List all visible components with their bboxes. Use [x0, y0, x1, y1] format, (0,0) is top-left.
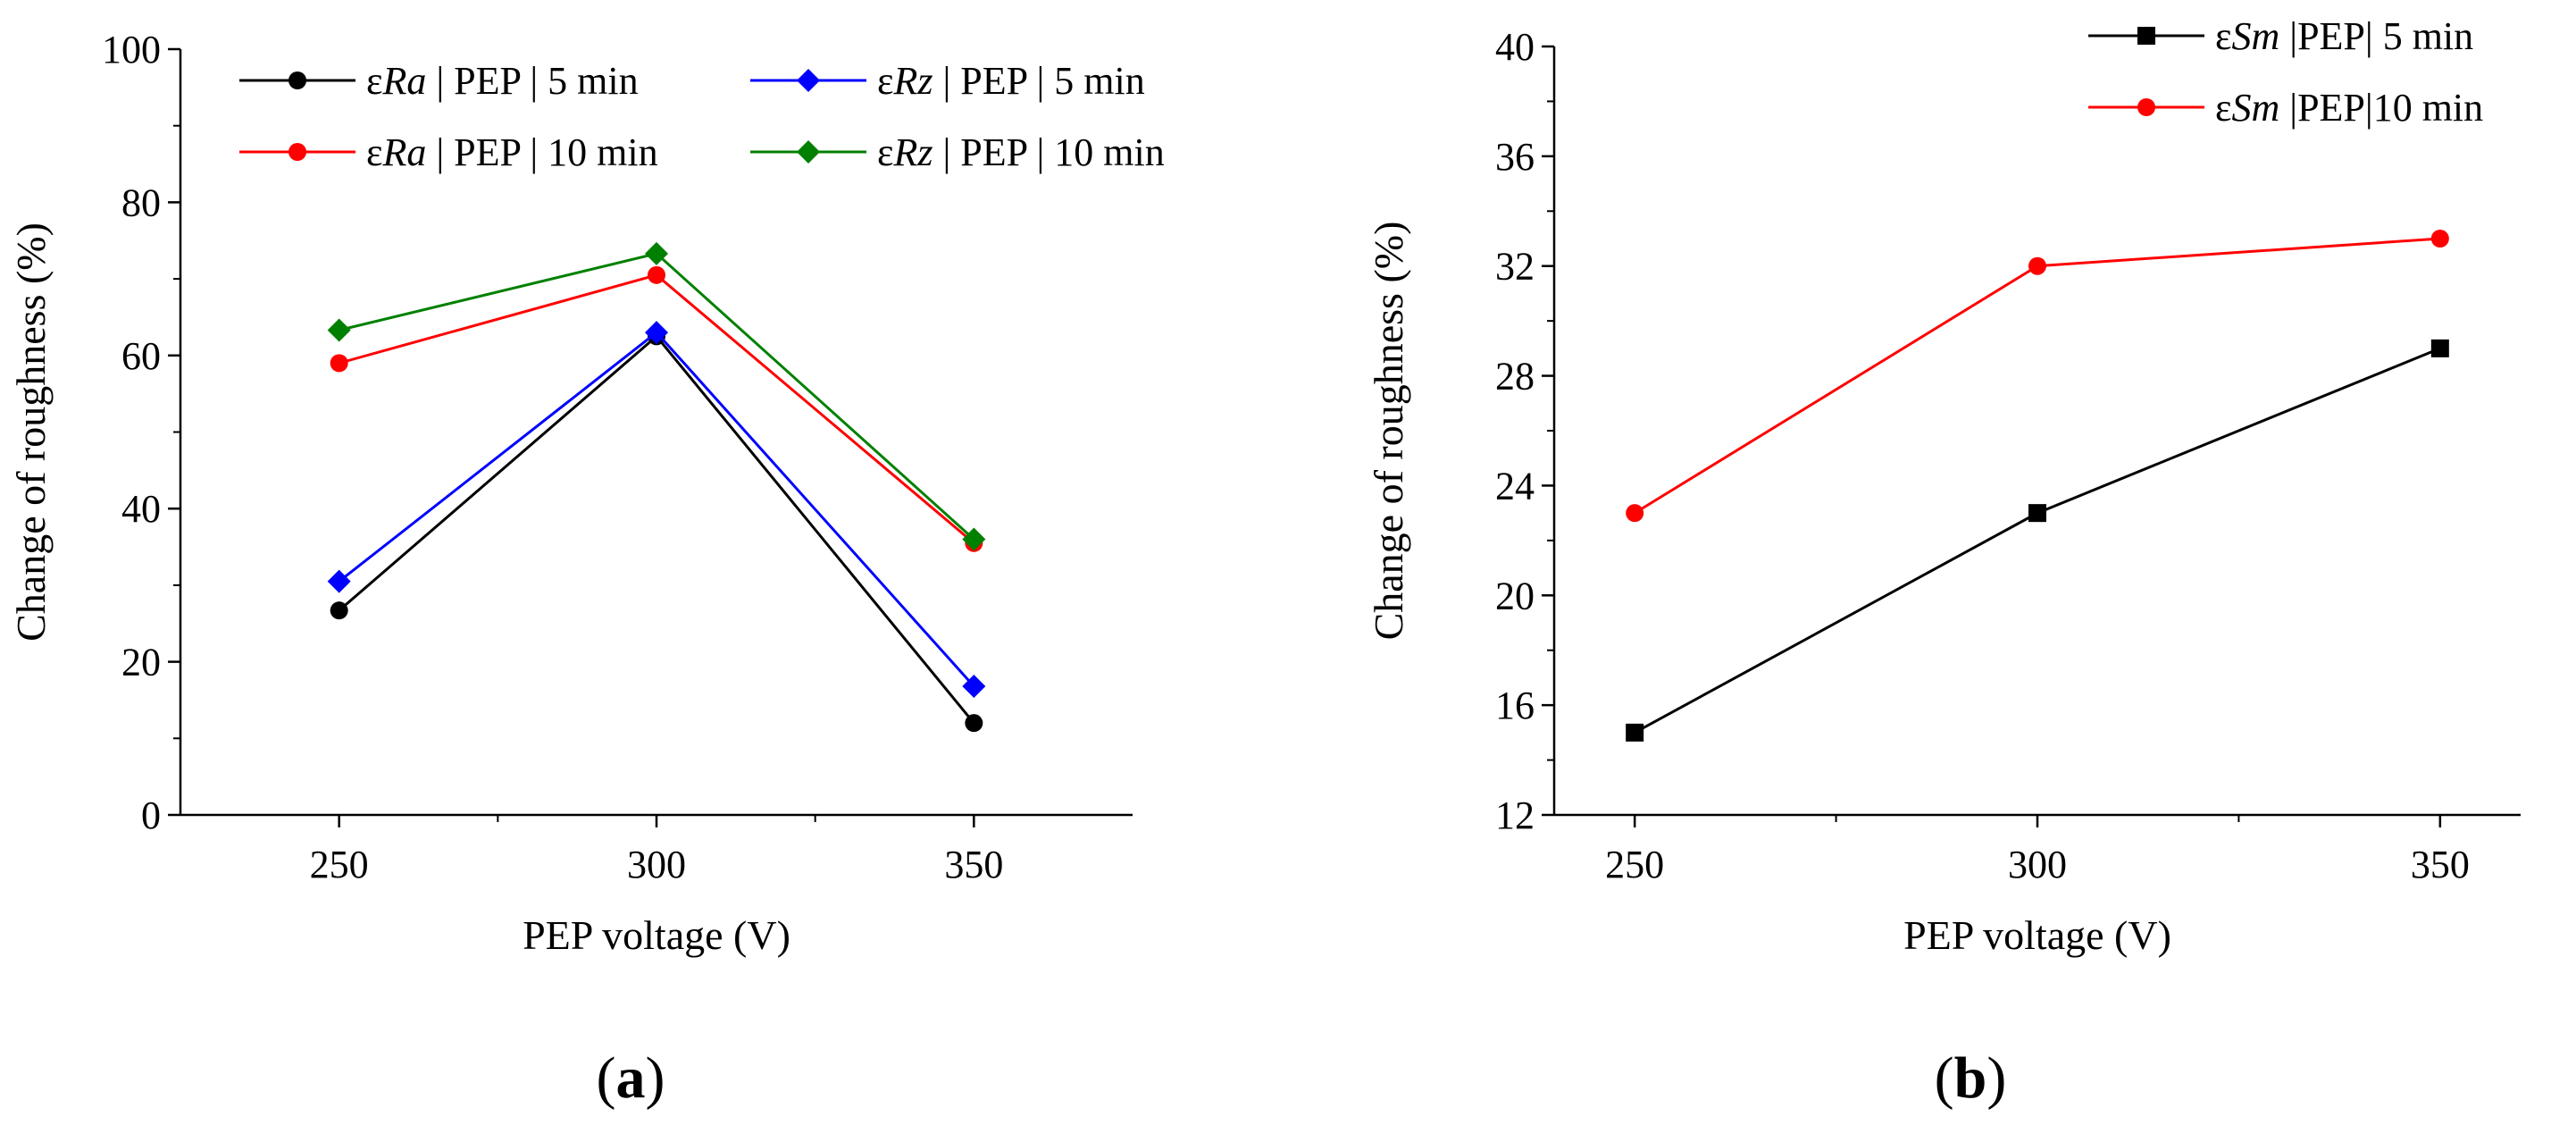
x-tick-label-1: 300 [627, 843, 686, 886]
data-point-s3-0 [327, 318, 351, 342]
legend-label-0: εSm |PEP| 5 min [2215, 14, 2473, 58]
data-point-s2-0 [330, 354, 348, 373]
x-axis-title: PEP voltage (V) [523, 912, 790, 958]
series-line-0 [338, 334, 975, 725]
legend-label-1: εRz | PEP | 5 min [877, 59, 1145, 103]
legend-marker-1 [2137, 98, 2155, 116]
data-point-s1-0 [1626, 504, 1644, 523]
legend-label-2: εRa | PEP | 10 min [366, 130, 658, 174]
series-line-0 [1634, 347, 2441, 735]
series-line-1 [1634, 237, 2440, 515]
legend-marker-2 [289, 143, 306, 161]
series-line-2 [339, 273, 975, 544]
y-tick-label-0: 0 [141, 793, 161, 837]
data-point-s0-1 [2028, 504, 2046, 523]
y-tick-label-4: 80 [121, 181, 161, 224]
legend-marker-3 [797, 140, 820, 164]
data-point-s3-1 [645, 241, 668, 265]
legend-marker-0 [289, 71, 306, 89]
data-point-s1-0 [327, 569, 351, 593]
y-tick-label-2: 40 [121, 487, 161, 531]
legend-marker-1 [797, 69, 820, 92]
y-tick-label-4: 28 [1495, 355, 1535, 399]
y-tick-label-3: 24 [1495, 464, 1535, 508]
x-tick-label-0: 250 [310, 843, 369, 886]
y-axis-title: Change of roughness (%) [8, 222, 54, 642]
panel-label: (a) [597, 1045, 665, 1111]
y-tick-label-5: 32 [1495, 245, 1535, 289]
series-line-3 [339, 252, 975, 541]
data-point-s1-2 [962, 675, 986, 699]
data-point-s1-1 [645, 321, 668, 345]
data-point-s0-0 [1626, 723, 1644, 742]
y-tick-label-0: 12 [1495, 793, 1535, 837]
data-point-s0-2 [2430, 339, 2449, 357]
data-point-s0-2 [965, 714, 983, 733]
chart-panel-a: 0 20 40 60 80 100 250 300 350 PEP voltage (V) Chan… [8, 28, 1165, 1111]
legend-marker-0 [2137, 27, 2155, 45]
y-tick-label-6: 36 [1495, 135, 1535, 179]
panel-label: (b) [1935, 1045, 2007, 1111]
y-tick-label-7: 40 [1495, 25, 1535, 69]
x-tick-label-2: 350 [944, 843, 1003, 886]
chart-panel-b: 12 16 20 24 28 32 36 40 250 300 350 PEP voltage (V)… [1366, 14, 2521, 1111]
legend-label-3: εRz | PEP | 10 min [877, 130, 1165, 174]
x-tick-label-2: 350 [2411, 843, 2470, 886]
x-axis-title: PEP voltage (V) [1903, 912, 2171, 958]
y-tick-label-3: 60 [121, 334, 161, 378]
data-point-s1-1 [2028, 256, 2046, 275]
data-point-s0-0 [330, 601, 348, 620]
x-tick-label-0: 250 [1605, 843, 1664, 886]
legend-label-0: εRa | PEP | 5 min [366, 59, 639, 103]
series-line-1 [338, 331, 975, 688]
y-tick-label-2: 20 [1495, 574, 1535, 617]
y-tick-label-1: 16 [1495, 684, 1535, 727]
x-tick-label-1: 300 [2008, 843, 2067, 886]
y-tick-label-5: 100 [102, 28, 161, 71]
legend-label-1: εSm |PEP|10 min [2215, 86, 2483, 130]
data-point-s2-1 [648, 265, 665, 284]
data-point-s3-2 [962, 527, 986, 551]
y-axis-title: Change of roughness (%) [1366, 222, 1411, 641]
data-point-s1-2 [2430, 230, 2449, 248]
y-tick-label-1: 20 [121, 641, 161, 684]
